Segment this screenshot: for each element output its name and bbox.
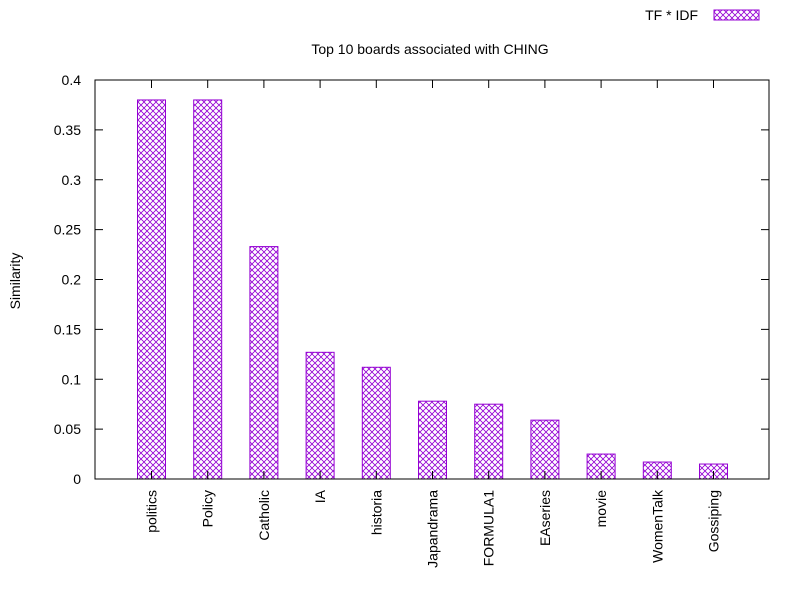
legend: TF * IDF [645, 7, 760, 23]
bar-Catholic [249, 246, 279, 480]
legend-label: TF * IDF [645, 7, 698, 23]
bar-Japandrama [418, 400, 447, 480]
y-tick-label: 0.15 [54, 321, 81, 337]
y-tick-label: 0.2 [62, 272, 82, 288]
bar-politics [137, 99, 166, 480]
bar-FORMULA1 [474, 403, 504, 480]
bar-historia [361, 366, 391, 480]
legend-swatch [713, 9, 760, 21]
x-tick-label: movie [593, 490, 609, 528]
y-tick-label: 0 [73, 471, 81, 487]
y-tick-label: 0.25 [54, 222, 81, 238]
x-tick-label: Gossiping [706, 490, 722, 552]
y-axis-label: Similarity [7, 253, 23, 310]
y-tick-label: 0.4 [62, 72, 82, 88]
x-tick-label: Policy [200, 490, 216, 527]
x-axis-labels: politics Policy Catholic IA historia Japandra… [144, 80, 722, 568]
plot-frame [94, 79, 770, 480]
chart-title: Top 10 boards associated with CHING [311, 41, 548, 57]
bar-IA [305, 351, 335, 480]
y-tick-label: 0.1 [62, 371, 82, 387]
x-tick-label: historia [368, 490, 384, 535]
y-tick-label: 0.05 [54, 421, 81, 437]
x-tick-label: FORMULA1 [481, 490, 497, 566]
x-tick-label: EAseries [537, 490, 553, 546]
x-tick-label: Japandrama [425, 490, 441, 568]
y-axis: 0 0.05 0.1 0.15 0.2 0.25 0.3 0.35 0.4 [54, 72, 769, 487]
x-tick-label: IA [312, 489, 328, 503]
x-tick-label: politics [144, 490, 160, 533]
x-tick-label: WomenTalk [649, 489, 665, 563]
bars-group [137, 99, 728, 480]
x-tick-label: Catholic [256, 490, 272, 541]
bar-Policy [193, 99, 223, 480]
y-tick-label: 0.35 [54, 122, 81, 138]
y-tick-label: 0.3 [62, 172, 82, 188]
bar-EAseries [530, 419, 560, 480]
